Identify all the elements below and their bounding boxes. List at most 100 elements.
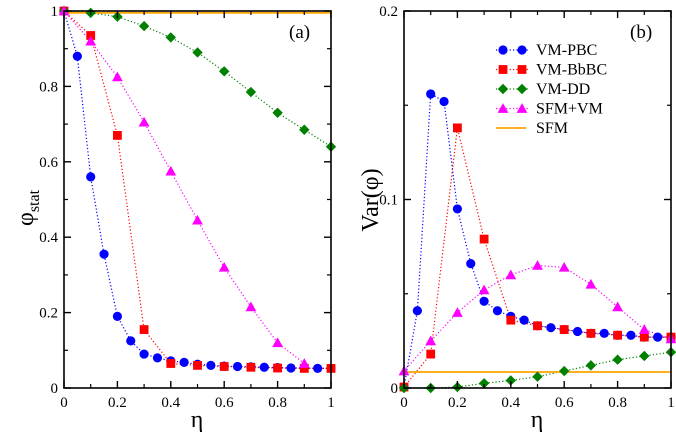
data-point-vm-pbc [179,357,189,367]
legend-marker-vm-dd [497,83,509,95]
data-point-vm-pbc [112,311,122,321]
panel-a-y-axis-label: φstat [13,189,43,226]
data-point-sfm-vm [138,116,150,127]
data-point-vm-pbc [126,336,136,346]
data-point-vm-pbc [479,296,489,306]
panel-b-y-axis-label: Var(φ) [358,168,384,231]
legend-marker-vm-bbbc [498,65,508,74]
data-point-vm-bbbc [193,360,202,370]
series-line-vm-bbbc [403,127,671,388]
data-point-vm-dd [585,360,597,371]
series-line-sfm-vm [63,10,305,364]
legend-label-vm-dd: VM-DD [536,81,590,98]
data-point-vm-dd [505,375,516,386]
panel-b-label: (b) [630,22,652,43]
x-tick-label: 0.4 [501,395,520,411]
data-point-sfm-vm [272,337,283,348]
x-tick-label: 0 [400,395,408,411]
data-point-vm-pbc [412,306,422,316]
x-tick-label: 0.6 [215,395,234,411]
data-point-sfm-vm [192,214,203,225]
series-line-vm-dd [404,351,672,389]
series-line-sfm-vm [403,264,672,372]
data-point-vm-dd [165,32,176,43]
data-point-vm-bbbc [273,363,282,373]
data-point-vm-pbc [286,363,296,373]
data-point-sfm-vm [112,71,123,82]
data-point-vm-pbc [452,204,462,214]
legend-marker-vm-pbc [498,45,508,55]
data-point-sfm-vm [165,165,177,176]
x-tick-label: 1 [327,395,335,411]
y-tick-label: 0.2 [39,306,58,322]
panel-b-legend: VM-PBC VM-BbBC VM-DD SFM+VM SFM [496,42,607,137]
panel-a-label: (a) [289,22,310,43]
x-tick-label: 0.8 [608,395,627,411]
panel-a: 0 0.2 0.4 0.6 0.8 1 0 0.2 0.4 0.6 0.8 1 (a) η φstat [13,4,337,433]
data-point-vm-pbc [519,315,529,325]
data-point-vm-dd [245,86,257,98]
data-point-vm-bbbc [506,315,516,325]
data-point-vm-pbc [259,362,269,372]
legend-label-vm-bbbc: VM-BbBC [536,62,607,79]
data-point-vm-dd [612,354,623,365]
data-point-vm-bbbc [113,131,122,140]
series-points-vm-dd [398,346,676,394]
legend-entry-vm-bbbc: VM-BbBC [496,62,607,79]
data-point-sfm-vm [85,35,97,46]
data-point-sfm-vm [298,358,310,368]
data-point-vm-pbc [313,363,323,373]
data-point-sfm-vm [218,261,230,272]
data-point-vm-pbc [232,361,243,372]
data-point-vm-pbc [152,353,163,363]
legend-entry-vm-dd: VM-DD [496,81,590,98]
x-tick-label: 1 [667,395,675,411]
x-tick-label: 0 [60,395,68,411]
legend-label-sfm: SFM [536,120,568,137]
data-point-sfm-vm [585,278,597,289]
data-point-vm-pbc [206,360,216,370]
svg-text:φstat: φstat [13,189,43,226]
x-tick-label: 0.6 [555,395,574,411]
data-point-vm-dd [272,107,283,118]
panel-a-y-axis-label-main: φ [13,212,39,226]
data-point-vm-pbc [626,330,636,340]
data-point-vm-dd [299,124,310,135]
series-points-sfm-vm [58,5,310,368]
x-tick-label: 0.2 [448,395,467,411]
data-point-vm-bbbc [559,325,569,334]
y-tick-label: 0.6 [39,155,58,171]
data-point-sfm-vm [558,261,570,272]
data-point-vm-pbc [99,249,109,259]
data-point-vm-bbbc [299,363,309,373]
legend-marker-sfm-vm [516,103,528,113]
data-point-vm-pbc [653,332,663,342]
y-tick-label: 0 [391,381,399,397]
data-point-vm-dd [192,47,203,58]
data-point-vm-dd [639,350,650,362]
y-tick-label: 1 [51,4,59,20]
y-tick-label: 0.1 [379,193,398,209]
data-point-vm-pbc [492,306,503,316]
panel-b-ticks: 0 0.2 0.4 0.6 0.8 1 0 0.1 0.2 [379,4,675,411]
data-point-vm-bbbc [246,362,256,372]
data-point-vm-dd [559,365,570,377]
legend-entry-sfm: SFM [496,120,568,137]
data-point-sfm-vm [612,301,623,312]
data-point-vm-dd [532,371,543,382]
panel-a-frame [63,10,332,389]
legend-marker-vm-bbbc [517,65,527,74]
data-point-vm-bbbc [139,325,149,334]
data-point-sfm-vm [532,260,543,270]
panel-a-y-axis-label-sub: stat [26,189,43,212]
data-point-vm-bbbc [219,362,229,371]
data-point-vm-bbbc [426,349,436,359]
data-point-vm-dd [219,66,230,77]
data-point-vm-pbc [426,89,436,99]
data-point-vm-bbbc [533,321,542,331]
legend-label-sfm-vm: SFM+VM [536,101,603,118]
legend-entry-vm-pbc: VM-PBC [496,42,597,59]
y-tick-label: 0.8 [39,79,58,95]
legend-marker-sfm-vm [497,103,509,113]
data-point-vm-bbbc [453,123,462,133]
